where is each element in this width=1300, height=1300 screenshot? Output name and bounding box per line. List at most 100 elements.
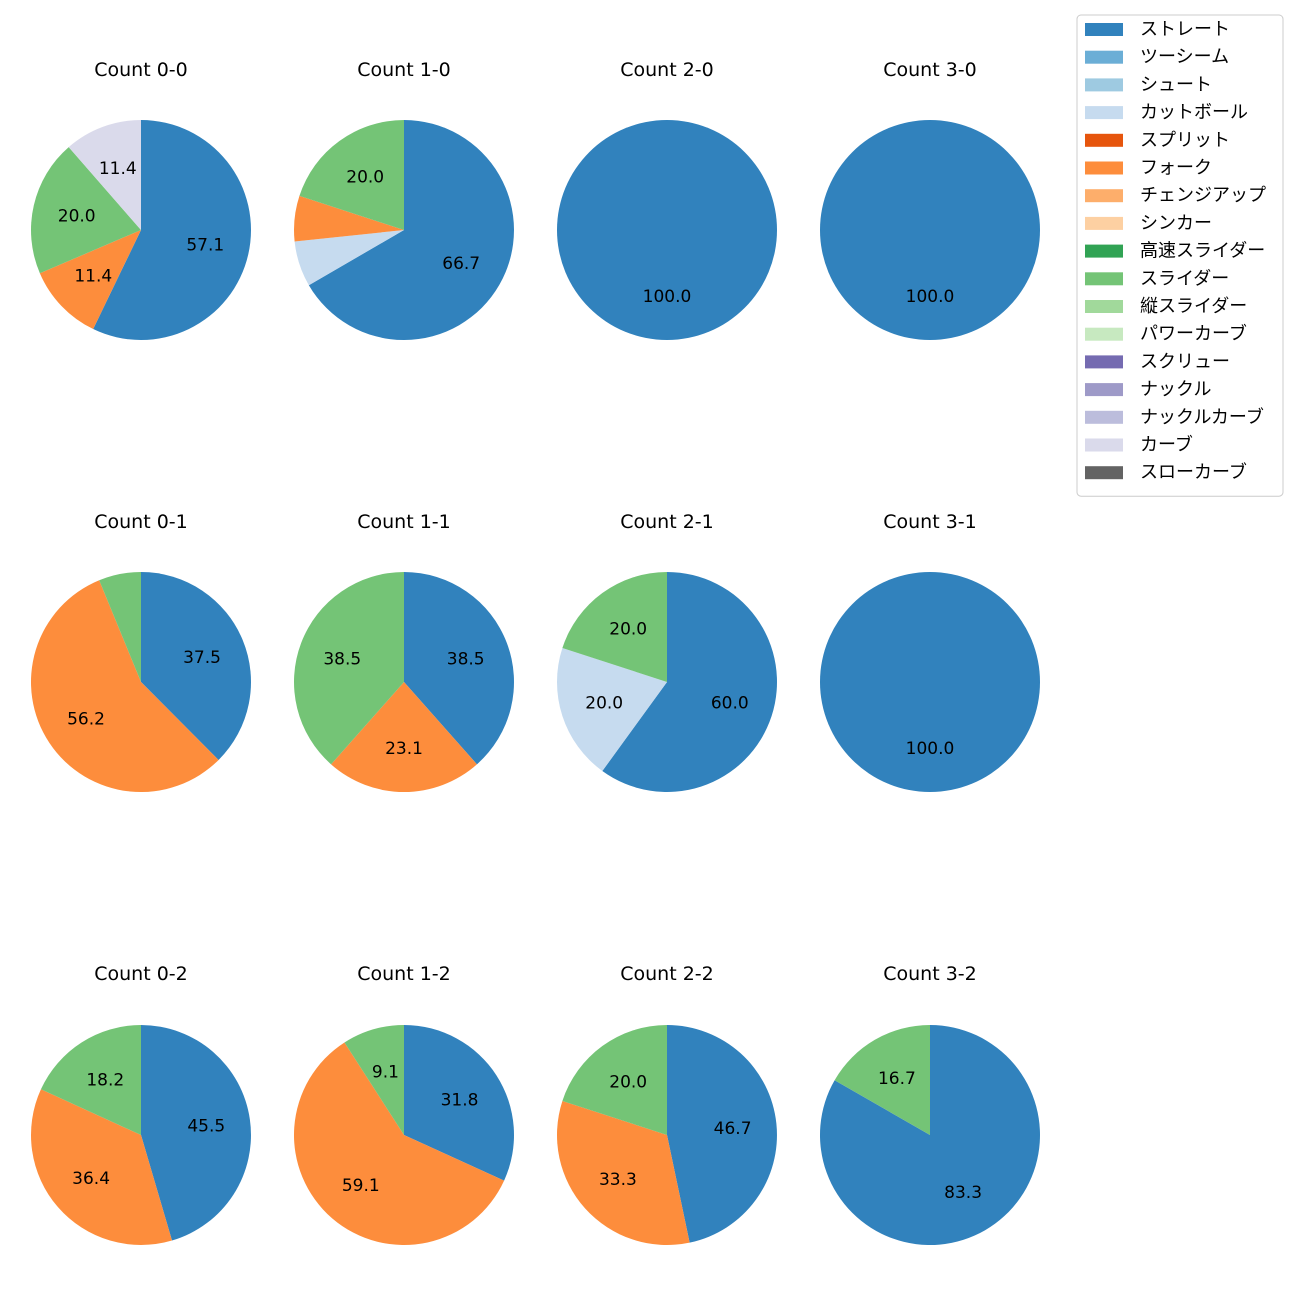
pie-slice	[293, 572, 404, 765]
pie-title: Count 0-1	[94, 511, 188, 533]
pie-slice	[39, 230, 141, 330]
pie-title: Count 1-1	[357, 511, 451, 533]
pie-count-0-1: Count 0-1 37.5 56.2	[30, 511, 251, 793]
slice-value-label: 36.4	[72, 1169, 110, 1189]
legend-label: スクリュー	[1140, 351, 1230, 372]
pie-slice	[293, 1042, 505, 1246]
pie-title: Count 1-2	[357, 963, 451, 985]
legend-label: シンカー	[1140, 213, 1212, 234]
legend-label: スローカーブ	[1140, 461, 1247, 483]
slice-value-label: 20.0	[58, 206, 96, 226]
pie-slice	[141, 572, 251, 760]
pie-slice	[834, 1025, 930, 1135]
legend-item: スローカーブ	[1085, 461, 1247, 483]
legend-label: カットボール	[1140, 102, 1248, 123]
pie-slice	[404, 572, 515, 765]
legend-label: スプリット	[1140, 130, 1230, 151]
legend-swatch	[1085, 50, 1123, 64]
pie-slice	[99, 572, 141, 682]
legend-swatch	[1085, 106, 1123, 120]
slice-value-label: 56.2	[67, 710, 105, 730]
legend-item: パワーカーブ	[1085, 323, 1247, 345]
legend-label: カーブ	[1140, 434, 1193, 456]
pie-slice	[40, 1025, 141, 1135]
legend-swatch	[1085, 133, 1123, 147]
legend-label: シュート	[1140, 74, 1212, 95]
legend: ストレートツーシームシュートカットボールスプリットフォークチェンジアップシンカー…	[1076, 14, 1284, 497]
pie-count-1-1: Count 1-1 38.5 23.1 38.5	[293, 511, 515, 793]
legend-swatch	[1085, 410, 1123, 424]
pie-title: Count 0-2	[94, 963, 188, 985]
pie-count-0-0: Count 0-0 57.1 11.4 20.0 11.4	[31, 59, 252, 340]
slice-value-label: 23.1	[385, 739, 423, 759]
legend-frame	[1076, 14, 1284, 497]
legend-item: シュート	[1085, 74, 1212, 95]
pie-count-0-2: Count 0-2 45.5 36.4 18.2	[30, 963, 251, 1245]
legend-swatch	[1085, 383, 1123, 397]
legend-swatch	[1085, 244, 1123, 258]
legend-label: ツーシーム	[1140, 47, 1229, 68]
legend-swatch	[1085, 355, 1123, 369]
slice-value-label: 100.0	[906, 739, 955, 759]
pie-count-2-1: Count 2-1 60.0 20.0 20.0	[556, 511, 777, 792]
pie-title: Count 3-1	[883, 511, 977, 533]
pie-slice	[294, 195, 404, 242]
pie-slice	[30, 1089, 172, 1245]
legend-item: ナックルカーブ	[1085, 406, 1264, 428]
pie-count-2-0: Count 2-0 100.0	[557, 59, 777, 340]
legend-item: ストレート	[1085, 19, 1230, 40]
legend-item: シンカー	[1085, 213, 1212, 234]
legend-item: 縦スライダー	[1085, 296, 1247, 317]
slice-value-label: 83.3	[944, 1183, 982, 1203]
pie-title: Count 2-2	[620, 963, 714, 985]
legend-label: パワーカーブ	[1140, 323, 1247, 345]
pie-title: Count 2-1	[620, 511, 714, 533]
pie-count-3-2: Count 3-2 83.3 16.7	[819, 963, 1040, 1246]
legend-label: ストレート	[1140, 19, 1230, 40]
pie-slice	[344, 1025, 404, 1135]
slice-value-label: 59.1	[342, 1176, 380, 1196]
slice-value-label: 20.0	[609, 1073, 647, 1093]
legend-item: ツーシーム	[1085, 47, 1229, 68]
legend-swatch	[1085, 438, 1123, 452]
legend-item: スライダー	[1085, 268, 1229, 289]
pie-count-3-0: Count 3-0 100.0	[820, 59, 1040, 340]
pie-title: Count 3-2	[883, 963, 977, 985]
pie-slice	[331, 682, 477, 793]
pie-count-1-0: Count 1-0 66.7 20.0	[294, 59, 514, 341]
legend-swatch	[1085, 78, 1123, 92]
legend-swatch	[1085, 23, 1123, 36]
pie-slice	[562, 572, 667, 682]
legend-item: チェンジアップ	[1085, 185, 1266, 206]
legend-label: ナックルカーブ	[1140, 406, 1264, 428]
pie-slice	[299, 120, 404, 230]
pie-slice	[31, 147, 141, 274]
pie-slice	[93, 119, 252, 340]
legend-label: スライダー	[1140, 268, 1229, 289]
slice-value-label: 100.0	[906, 287, 955, 307]
pie-count-1-2: Count 1-2 31.8 59.1 9.1	[293, 963, 514, 1246]
legend-label: フォーク	[1140, 158, 1212, 179]
legend-item: ナックル	[1085, 379, 1211, 400]
pie-title: Count 3-0	[883, 59, 977, 81]
pie-slice	[667, 1025, 777, 1243]
pie-slice	[819, 1025, 1040, 1246]
slice-value-label: 46.7	[714, 1119, 752, 1139]
slice-value-label: 66.7	[442, 254, 480, 274]
legend-swatch	[1085, 216, 1123, 230]
legend-label: チェンジアップ	[1140, 185, 1266, 206]
pie-slice	[602, 572, 777, 792]
slice-value-label: 37.5	[183, 648, 221, 668]
legend-label: ナックル	[1140, 379, 1211, 400]
legend-item: フォーク	[1085, 158, 1212, 179]
slice-value-label: 100.0	[643, 287, 692, 307]
slice-value-label: 31.8	[441, 1090, 479, 1110]
legend-swatch	[1085, 272, 1123, 286]
slice-value-label: 18.2	[86, 1071, 124, 1091]
pie-slice	[404, 1025, 514, 1181]
slice-value-label: 20.0	[346, 168, 384, 188]
pie-slice	[556, 1101, 690, 1245]
pie-slice	[308, 120, 514, 341]
slice-value-label: 11.4	[99, 159, 137, 179]
